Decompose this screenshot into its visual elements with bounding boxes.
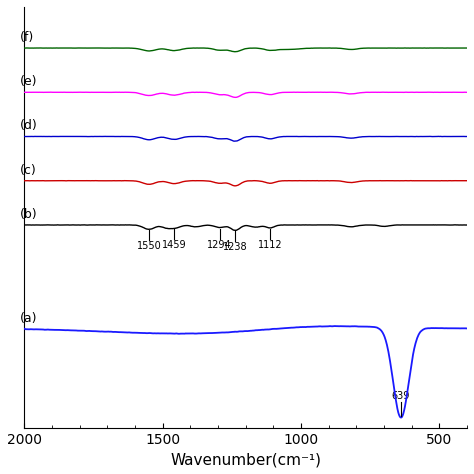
- Text: (f): (f): [20, 31, 35, 44]
- Text: 1459: 1459: [162, 240, 186, 250]
- Text: 1294: 1294: [208, 239, 232, 250]
- Text: 1550: 1550: [137, 241, 161, 251]
- Text: 1112: 1112: [258, 240, 283, 250]
- Text: (d): (d): [20, 119, 38, 132]
- Text: 639: 639: [392, 391, 410, 401]
- X-axis label: Wavenumber(cm⁻¹): Wavenumber(cm⁻¹): [170, 452, 321, 467]
- Text: (c): (c): [20, 164, 37, 177]
- Text: (a): (a): [20, 312, 38, 325]
- Text: 1238: 1238: [223, 242, 247, 252]
- Text: (e): (e): [20, 75, 38, 88]
- Text: (b): (b): [20, 208, 38, 221]
